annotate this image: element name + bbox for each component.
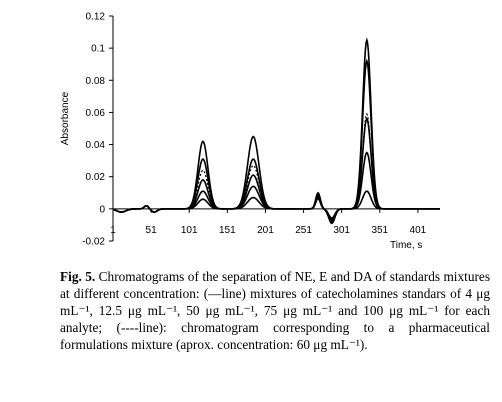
figure-label: Fig. 5. bbox=[60, 269, 96, 284]
x-tick-label: 401 bbox=[410, 225, 427, 236]
x-axis-ticks: 151101151201251301351401 bbox=[110, 208, 427, 236]
x-axis-title: Time, s bbox=[390, 240, 422, 251]
series-line-3 bbox=[112, 117, 440, 222]
x-tick-label: 51 bbox=[146, 225, 158, 236]
x-tick-label: 251 bbox=[295, 225, 312, 236]
figure-caption: Fig. 5. Chromatograms of the separation … bbox=[60, 268, 490, 353]
x-tick-label: 101 bbox=[181, 225, 198, 236]
x-tick-label: 351 bbox=[371, 225, 388, 236]
figure-caption-text: Chromatograms of the separation of NE, E… bbox=[60, 269, 490, 352]
x-tick-label: 201 bbox=[257, 225, 274, 236]
y-tick-label: -0.02 bbox=[82, 237, 105, 248]
series-line-4 bbox=[112, 58, 440, 224]
series-group bbox=[112, 37, 440, 225]
y-tick-label: 0.02 bbox=[86, 172, 106, 183]
y-axis-title: Absorbance bbox=[60, 91, 71, 145]
series-line-1 bbox=[112, 190, 440, 219]
series-line-6 bbox=[112, 112, 440, 222]
y-tick-label: 0 bbox=[99, 204, 105, 215]
y-tick-label: 0.06 bbox=[86, 108, 106, 119]
y-tick-label: 0.1 bbox=[91, 44, 105, 55]
x-tick-label: 151 bbox=[219, 225, 236, 236]
y-tick-label: 0.12 bbox=[86, 12, 106, 23]
y-tick-label: 0.04 bbox=[86, 140, 106, 151]
y-axis-ticks: -0.02 0 0.02 0.04 0.06 0.08 0.1 0.12 bbox=[82, 12, 113, 248]
x-tick-label: 301 bbox=[333, 225, 350, 236]
series-line-5 bbox=[112, 37, 440, 225]
y-tick-label: 0.08 bbox=[86, 76, 106, 87]
